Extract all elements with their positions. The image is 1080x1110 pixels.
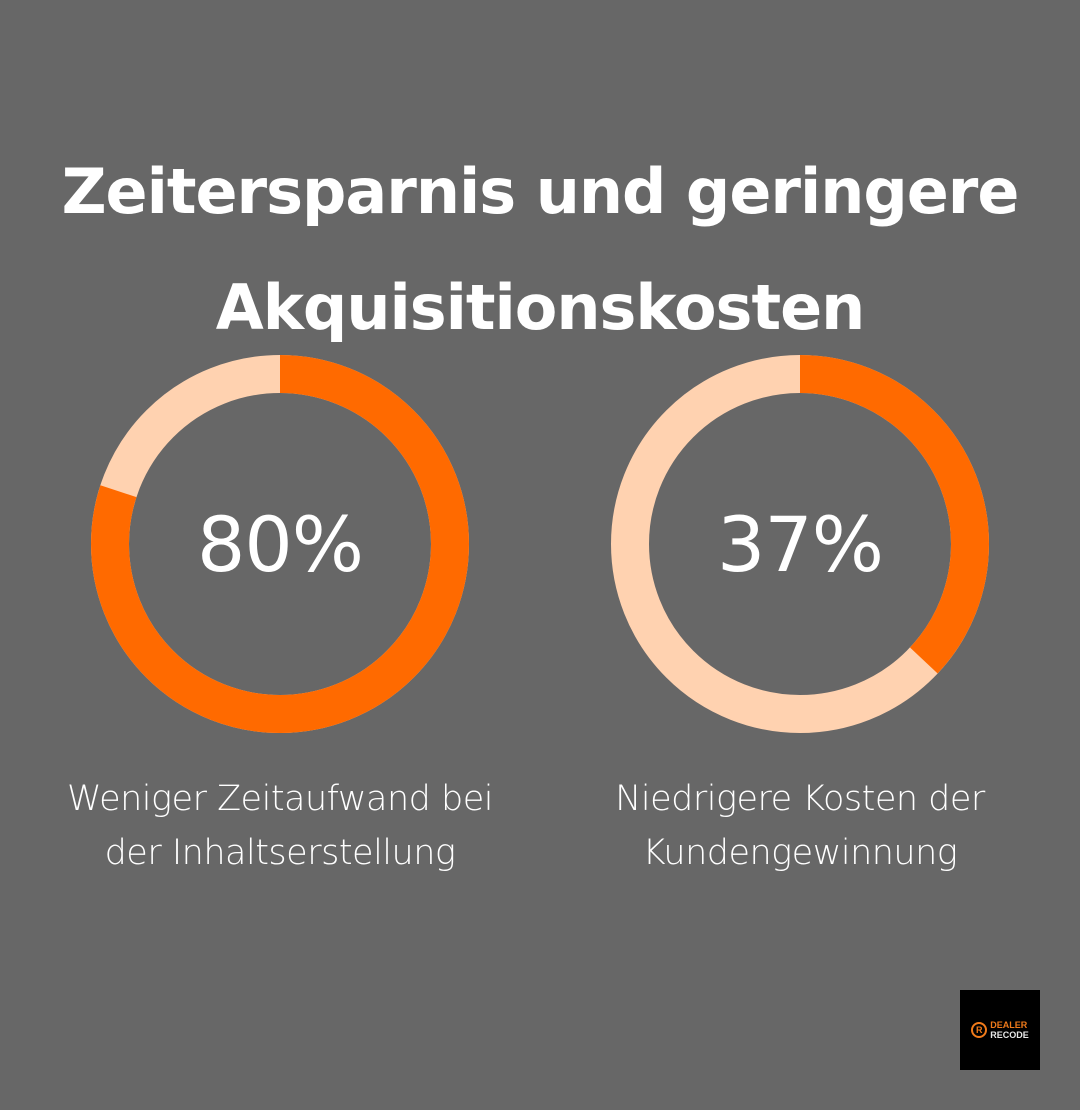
stat-description-line-1: Niedrigere Kosten der [615,779,985,819]
logo-r-icon: R [971,1022,988,1038]
stat-description-line-2: der Inhaltserstellung [104,833,456,873]
title-line-2: Akquisitionskosten [215,270,866,344]
donut-chart-time-savings: 80% [91,355,469,733]
page-title: Zeitersparnis und geringere Akquisitions… [0,134,1080,366]
donut-value: 80% [197,499,364,589]
stat-description: Weniger Zeitaufwand bei der Inhaltserste… [20,772,540,880]
brand-logo: R DEALER RECODE [960,990,1040,1070]
stat-description-line-2: Kundengewinnung [642,833,958,873]
donut-ring [611,355,989,733]
logo-text-line-1: DEALER [990,1020,1028,1030]
donut-chart-acquisition-costs: 37% [611,355,989,733]
title-line-1: Zeitersparnis und geringere [61,154,1020,228]
donut-value: 37% [717,499,884,589]
logo-text-line-2: RECODE [990,1030,1029,1040]
stat-description: Niedrigere Kosten der Kundengewinnung [540,772,1060,880]
donut-ring [91,355,469,733]
stat-description-line-1: Weniger Zeitaufwand bei [67,779,493,819]
